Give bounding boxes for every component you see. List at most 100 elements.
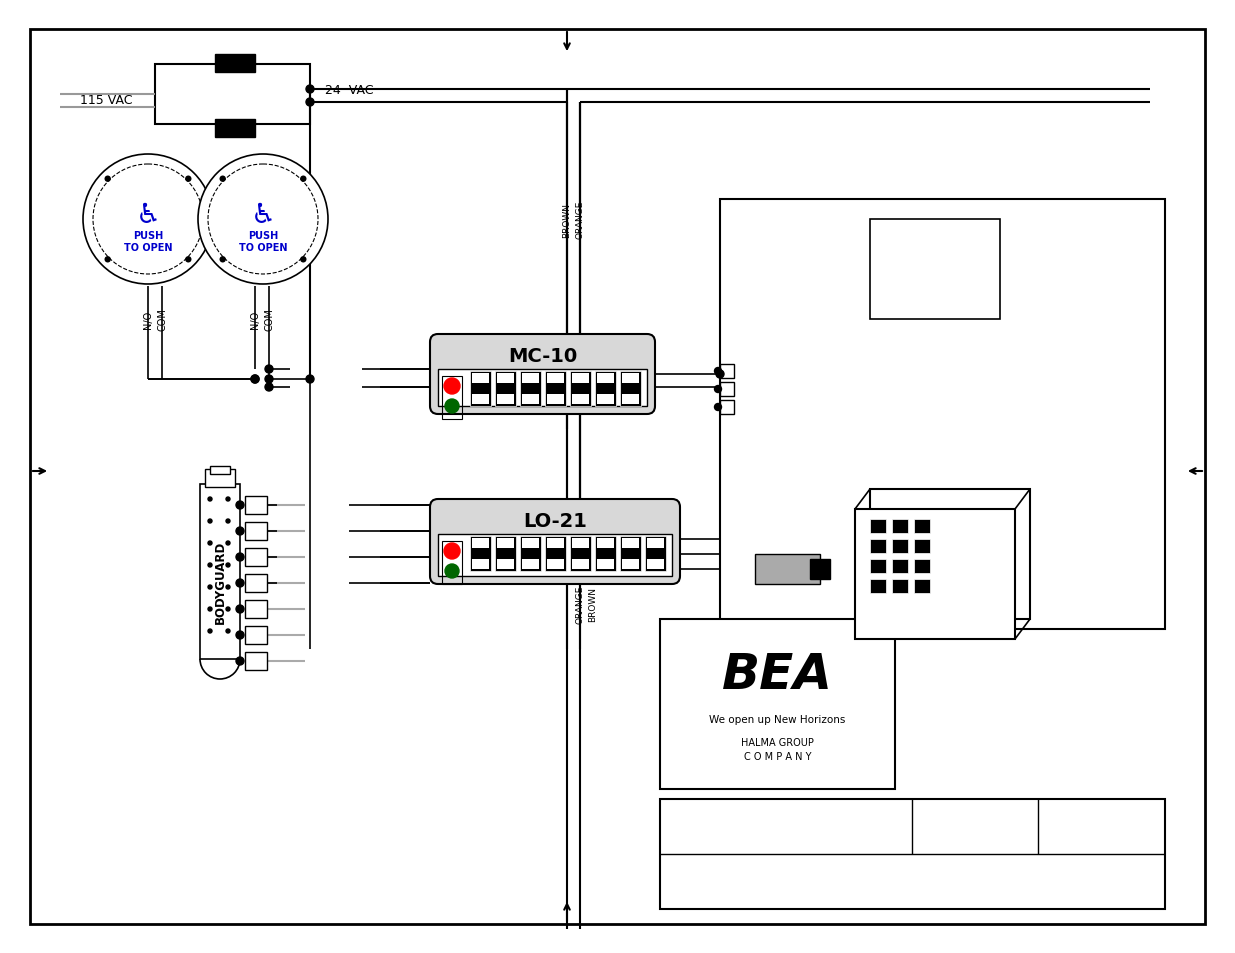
Bar	[645, 537, 666, 572]
Bar	[855, 510, 1015, 639]
Bar	[892, 539, 908, 554]
Bar	[547, 374, 564, 384]
Circle shape	[226, 585, 230, 589]
Bar	[597, 538, 614, 548]
Circle shape	[226, 519, 230, 523]
Circle shape	[185, 177, 190, 182]
Bar	[442, 376, 462, 419]
Bar	[245, 626, 267, 644]
Bar	[869, 519, 885, 534]
Bar	[620, 537, 641, 572]
Circle shape	[306, 99, 314, 107]
Circle shape	[236, 658, 245, 665]
Bar	[622, 374, 638, 384]
Bar	[869, 490, 1030, 619]
Circle shape	[236, 527, 245, 536]
Bar	[496, 374, 514, 384]
Bar	[245, 497, 267, 515]
Circle shape	[301, 177, 306, 182]
Circle shape	[445, 378, 459, 395]
Text: ORANGE: ORANGE	[576, 585, 584, 623]
Bar	[914, 559, 930, 574]
Bar	[205, 470, 235, 488]
Circle shape	[226, 629, 230, 634]
Bar	[215, 55, 254, 73]
Bar	[720, 400, 734, 415]
Circle shape	[715, 404, 721, 411]
Bar	[522, 538, 538, 548]
Bar	[647, 538, 664, 548]
Text: BODYGUARD: BODYGUARD	[214, 540, 226, 623]
Circle shape	[207, 607, 212, 612]
Bar	[245, 548, 267, 566]
Circle shape	[207, 563, 212, 567]
Bar	[659, 800, 1165, 909]
Circle shape	[301, 257, 306, 262]
Text: ♿: ♿	[251, 201, 275, 229]
Bar	[572, 374, 589, 384]
Circle shape	[207, 165, 317, 274]
Circle shape	[226, 563, 230, 567]
Text: N/O: N/O	[143, 311, 153, 329]
Text: HALMA GROUP
C O M P A N Y: HALMA GROUP C O M P A N Y	[741, 738, 814, 761]
Bar	[495, 372, 516, 407]
Circle shape	[251, 375, 259, 384]
Bar	[547, 395, 564, 405]
Bar	[522, 559, 538, 569]
Circle shape	[226, 541, 230, 545]
Bar	[622, 559, 638, 569]
Circle shape	[93, 165, 203, 274]
Circle shape	[207, 519, 212, 523]
Bar	[572, 395, 589, 405]
Text: ♿: ♿	[136, 201, 161, 229]
Bar	[869, 220, 1000, 319]
Bar	[597, 395, 614, 405]
Bar	[572, 538, 589, 548]
Bar	[755, 555, 820, 584]
Circle shape	[226, 497, 230, 501]
Circle shape	[445, 399, 459, 414]
Bar	[471, 537, 492, 572]
Bar	[545, 372, 566, 407]
Bar	[547, 538, 564, 548]
Bar	[496, 559, 514, 569]
FancyBboxPatch shape	[430, 335, 655, 415]
Bar	[245, 652, 267, 670]
Circle shape	[220, 177, 225, 182]
Bar	[472, 538, 489, 548]
Circle shape	[207, 541, 212, 545]
Bar	[496, 538, 514, 548]
Bar	[869, 559, 885, 574]
Circle shape	[716, 371, 724, 378]
Text: 115 VAC: 115 VAC	[80, 93, 132, 107]
Bar	[438, 370, 647, 407]
Bar	[622, 395, 638, 405]
Bar	[442, 541, 462, 584]
Bar	[472, 395, 489, 405]
Bar	[520, 372, 541, 407]
Bar	[438, 535, 672, 577]
Circle shape	[198, 154, 329, 285]
Bar	[471, 372, 492, 407]
Circle shape	[236, 579, 245, 587]
Circle shape	[236, 605, 245, 614]
Text: ORANGE: ORANGE	[576, 200, 584, 239]
Bar	[571, 537, 592, 572]
Text: We open up New Horizons: We open up New Horizons	[709, 714, 846, 724]
Bar	[545, 537, 566, 572]
Circle shape	[105, 257, 110, 262]
Bar	[892, 519, 908, 534]
Text: MC-10: MC-10	[508, 347, 577, 366]
Bar	[571, 372, 592, 407]
Bar	[647, 559, 664, 569]
Bar	[869, 539, 885, 554]
Bar	[622, 538, 638, 548]
Bar	[547, 559, 564, 569]
Circle shape	[715, 386, 721, 393]
Bar	[215, 120, 254, 138]
Text: COM: COM	[157, 308, 167, 331]
Bar	[620, 372, 641, 407]
FancyBboxPatch shape	[430, 499, 680, 584]
Bar	[810, 559, 830, 579]
Bar	[914, 519, 930, 534]
